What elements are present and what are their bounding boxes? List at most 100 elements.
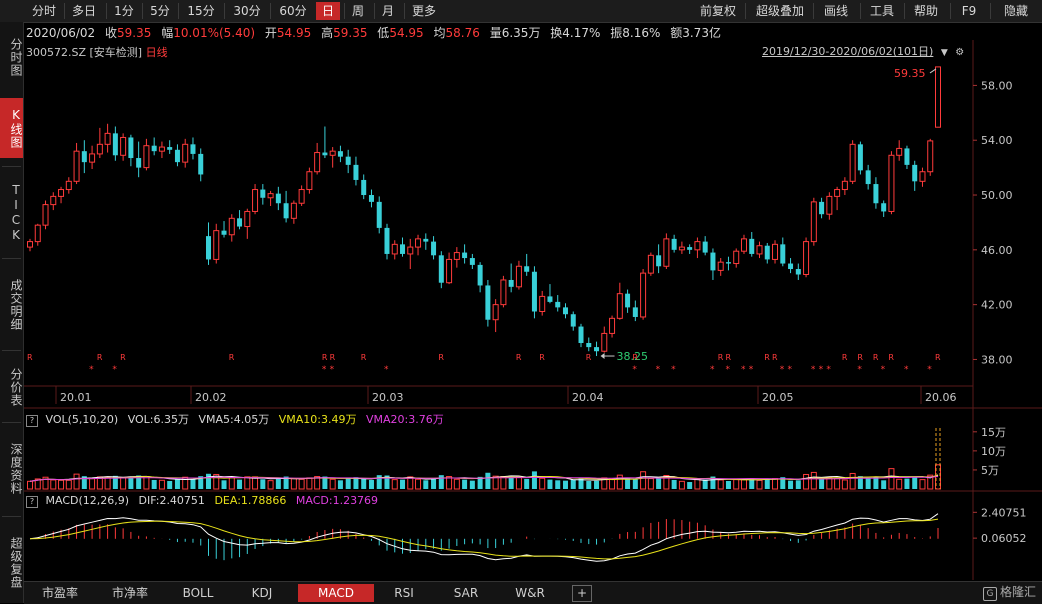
candle	[756, 241, 763, 259]
candle-body	[547, 296, 553, 302]
tab-pe[interactable]: 市盈率	[41, 586, 78, 600]
candle-body	[469, 258, 475, 265]
candle	[888, 151, 895, 215]
close-label: 收	[105, 26, 118, 40]
candle	[423, 233, 429, 250]
divider	[106, 3, 107, 19]
candle	[128, 134, 134, 167]
volume-bar	[322, 476, 328, 489]
tab-more[interactable]: 更多	[411, 4, 436, 18]
divider	[2, 258, 21, 259]
price-tick-label: 38.00	[981, 353, 1013, 366]
tab-rsi[interactable]: RSI	[394, 586, 414, 600]
tab-daily[interactable]: 日	[316, 2, 340, 20]
settings-icon[interactable]: ⚙	[955, 47, 965, 58]
candle	[904, 145, 910, 169]
signal-star-marker: *	[112, 365, 117, 375]
add-indicator-button[interactable]: +	[572, 585, 592, 602]
panel-menu-icon[interactable]: ?	[26, 496, 38, 508]
candle-body	[298, 189, 305, 204]
tab-1min[interactable]: 1分	[114, 4, 134, 18]
super-overlay-button[interactable]: 超级叠加	[755, 4, 804, 18]
volume-bar	[81, 476, 87, 489]
candle-body	[423, 238, 429, 242]
view-price-table[interactable]: 分价表	[9, 367, 23, 407]
volume-bar	[151, 479, 157, 489]
tab-pb[interactable]: 市净率	[111, 586, 148, 600]
candle-body	[158, 146, 165, 152]
tab-sar[interactable]: SAR	[453, 586, 479, 600]
candle-body	[65, 180, 72, 191]
draw-line-button[interactable]: 画线	[823, 4, 848, 18]
high-price-label: 59.35	[894, 67, 926, 80]
panel-menu-icon[interactable]: ?	[26, 415, 38, 427]
view-depth-info[interactable]: 深度资料	[9, 443, 23, 495]
candle	[205, 222, 211, 265]
candle	[158, 141, 165, 159]
signal-r-marker: R	[772, 353, 778, 362]
volume-bar	[27, 480, 33, 490]
signal-r-marker: R	[857, 353, 863, 362]
candle-body	[788, 263, 794, 270]
volume-bar	[594, 480, 600, 489]
tab-60min[interactable]: 60分	[279, 4, 307, 18]
volume-bar	[547, 479, 553, 489]
volume-bar	[749, 478, 755, 489]
hide-button[interactable]: 隐藏	[1003, 4, 1028, 18]
tab-monthly[interactable]: 月	[381, 4, 394, 18]
amplitude-value: 8.16%	[622, 26, 661, 40]
candle-body	[508, 279, 514, 287]
signal-r-marker: R	[97, 353, 103, 362]
candle-body	[772, 243, 779, 260]
tab-weekly[interactable]: 周	[351, 4, 364, 18]
tab-multi-day[interactable]: 多日	[71, 4, 96, 18]
candle-body	[764, 245, 770, 260]
candle	[740, 234, 747, 254]
f9-button[interactable]: F9	[961, 4, 977, 18]
view-intraday[interactable]: 分时图	[9, 37, 23, 77]
date-tick-label: 20.05	[762, 391, 794, 404]
candle-body	[81, 151, 87, 163]
volume-bar	[555, 480, 561, 489]
tab-wr[interactable]: W&R	[515, 586, 545, 600]
volume-bar	[112, 475, 118, 489]
candle-body	[740, 238, 747, 252]
candle	[283, 190, 289, 223]
signal-r-marker: R	[229, 353, 235, 362]
tab-kdj[interactable]: KDJ	[251, 586, 273, 600]
tab-5min[interactable]: 5分	[150, 4, 170, 18]
adjust-forward-button[interactable]: 前复权	[699, 4, 736, 18]
dropdown-arrow-icon[interactable]: ▼	[940, 48, 948, 58]
view-tick[interactable]: TICK	[9, 183, 23, 243]
view-kline[interactable]: K线图	[0, 98, 23, 158]
tab-macd[interactable]: MACD	[298, 584, 374, 602]
candle	[795, 263, 801, 280]
help-button[interactable]: 帮助	[913, 4, 938, 18]
signal-r-marker: R	[330, 353, 336, 362]
tab-30min[interactable]: 30分	[233, 4, 261, 18]
candle	[912, 160, 918, 191]
candle-body	[322, 152, 328, 156]
view-super-review[interactable]: 超级复盘	[9, 537, 23, 589]
vma5-value: VMA5:4.05万	[198, 413, 270, 426]
tools-button[interactable]: 工具	[869, 4, 894, 18]
signal-r-marker: R	[842, 353, 848, 362]
candle-body	[446, 258, 453, 284]
candle	[616, 282, 623, 320]
candle-body	[104, 132, 111, 145]
tab-15min[interactable]: 15分	[187, 4, 215, 18]
candle	[376, 196, 382, 234]
candle	[252, 184, 259, 215]
candle	[431, 236, 437, 260]
date-range[interactable]: 2019/12/30-2020/06/02(101日) ▼ ⚙	[762, 43, 964, 59]
view-trade-details[interactable]: 成交明细	[9, 279, 23, 331]
tab-fenshi[interactable]: 分时	[31, 4, 56, 18]
tab-boll[interactable]: BOLL	[182, 586, 214, 600]
volume-bar	[740, 479, 747, 490]
candle	[849, 140, 856, 185]
vol-tick-label: 5万	[981, 464, 999, 477]
candle-body	[625, 293, 631, 308]
candle-body	[182, 143, 189, 163]
